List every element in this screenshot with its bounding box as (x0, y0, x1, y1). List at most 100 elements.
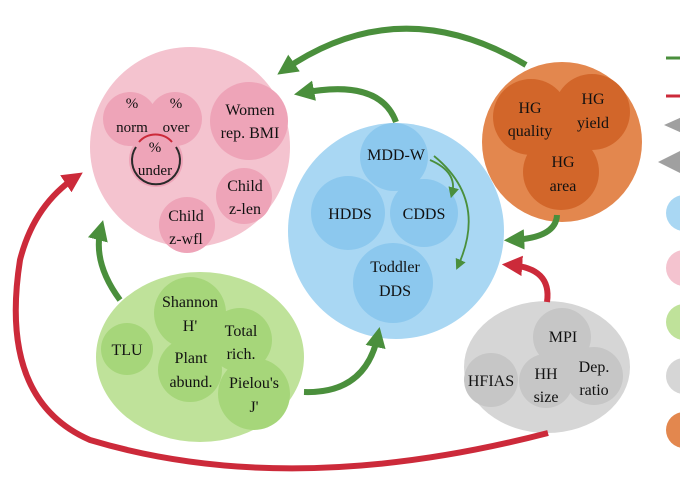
svg-text:HDDS: HDDS (328, 206, 372, 223)
legend-green-circle-icon (666, 304, 680, 340)
under-node (129, 133, 183, 187)
svg-text:TLU: TLU (111, 342, 143, 359)
svg-text:ratio: ratio (579, 382, 608, 399)
hhsize-label-1: HH (534, 366, 558, 383)
norm-node (103, 92, 157, 146)
abund-label-2: abund. (169, 374, 212, 391)
women-label-1: Women (225, 102, 274, 119)
under-ring-accent-icon (138, 133, 173, 143)
depratio-node (565, 347, 623, 405)
svg-text:HG: HG (518, 100, 542, 117)
svg-text:Dep.: Dep. (579, 359, 610, 376)
svg-text:Plant: Plant (175, 350, 208, 367)
homegarden-cluster: HG quality HG yield HG area (482, 62, 642, 222)
toddler-label-2: DDS (379, 283, 411, 300)
depratio-label-2: ratio (579, 382, 608, 399)
childwfl-label-2: z-wfl (169, 231, 203, 248)
shannon-label-1: Shannon (162, 294, 218, 311)
under-ring-icon (131, 146, 181, 186)
svg-text:Child: Child (227, 178, 263, 195)
svg-text:Total: Total (225, 323, 258, 340)
mddw-node (360, 123, 428, 191)
svg-text:over: over (163, 120, 190, 136)
over-label-2: over (163, 120, 190, 136)
pielou-label-2: J' (249, 399, 258, 416)
hdds-label: HDDS (328, 206, 372, 223)
svg-text:rep. BMI: rep. BMI (221, 125, 280, 142)
svg-text:Pielou's: Pielou's (229, 375, 279, 392)
svg-text:z-len: z-len (229, 201, 261, 218)
over-label-1: % (170, 96, 183, 112)
hg-yield-label-1: HG (581, 91, 605, 108)
richness-label-1: Total (225, 323, 258, 340)
richness-label-2: rich. (227, 346, 256, 363)
hfias-node (464, 353, 518, 407)
agro-to-nutrition-arrow (88, 220, 123, 302)
mpi-node (533, 308, 591, 366)
svg-text:Shannon: Shannon (162, 294, 218, 311)
women-label-2: rep. BMI (221, 125, 280, 142)
under-label-2: under (138, 163, 172, 179)
hfias-label: HFIAS (468, 373, 514, 390)
svg-text:area: area (550, 178, 577, 195)
legend-blue-circle-icon (666, 195, 680, 231)
nutrition-cluster: % norm % over % under Women rep. BMI Chi… (90, 47, 290, 253)
homegarden-to-nutrition-arrow (277, 25, 528, 75)
childlen-label-1: Child (227, 178, 263, 195)
svg-text:norm: norm (116, 120, 148, 136)
svg-text:HH: HH (534, 366, 558, 383)
svg-text:J': J' (249, 399, 258, 416)
over-node (148, 92, 202, 146)
hg-quality-label-1: HG (518, 100, 542, 117)
diet-cluster: MDD-W HDDS CDDS Toddler DDS (288, 123, 504, 339)
svg-text:%: % (170, 96, 183, 112)
legend-pink-circle-icon (666, 250, 680, 286)
mddw-to-toddler-arrow (433, 155, 470, 270)
legend-orange-circle-icon (666, 412, 680, 448)
hg-area-label-2: area (550, 178, 577, 195)
child-zlen-node (216, 168, 272, 224)
agro-to-diet-arrow (303, 327, 386, 396)
svg-text:%: % (149, 140, 162, 156)
mddw-label: MDD-W (367, 147, 426, 164)
childwfl-label-1: Child (168, 208, 204, 225)
child-zwfl-node (159, 197, 215, 253)
under-label-1: % (149, 140, 162, 156)
hhsize-node (519, 354, 573, 408)
legend-small-triangle-icon (664, 117, 680, 133)
hg-area-label-1: HG (551, 154, 575, 171)
toddler-label-1: Toddler (370, 259, 420, 276)
svg-text:HG: HG (551, 154, 575, 171)
norm-label-1: % (126, 96, 139, 112)
cdds-node (390, 179, 458, 247)
abund-label-1: Plant (175, 350, 208, 367)
svg-text:yield: yield (577, 115, 609, 132)
shannon-label-2: H' (183, 318, 198, 335)
childlen-label-2: z-len (229, 201, 261, 218)
mddw-to-cdds-arrow (429, 159, 459, 199)
legend-grey-circle-icon (666, 358, 680, 394)
cdds-label: CDDS (403, 206, 446, 223)
tlu-node (101, 323, 153, 375)
abund-node (158, 338, 222, 402)
diet-to-nutrition-arrow (293, 80, 399, 124)
shannon-node (154, 277, 226, 349)
svg-text:Women: Women (225, 102, 274, 119)
norm-label-2: norm (116, 120, 148, 136)
svg-text:Toddler: Toddler (370, 259, 420, 276)
hg-quality-label-2: quality (508, 123, 552, 140)
socio-cluster: HFIAS MPI HH size Dep. ratio (464, 301, 630, 433)
hg-yield-label-2: yield (577, 115, 609, 132)
toddler-dds-node (353, 243, 433, 323)
hdds-node (311, 176, 385, 250)
hg-yield-node (554, 74, 630, 150)
women-bmi-node (210, 82, 288, 160)
svg-text:Child: Child (168, 208, 204, 225)
depratio-label-1: Dep. (579, 359, 610, 376)
svg-text:%: % (126, 96, 139, 112)
svg-text:HG: HG (581, 91, 605, 108)
svg-text:DDS: DDS (379, 283, 411, 300)
legend (658, 56, 680, 448)
tlu-label: TLU (111, 342, 143, 359)
